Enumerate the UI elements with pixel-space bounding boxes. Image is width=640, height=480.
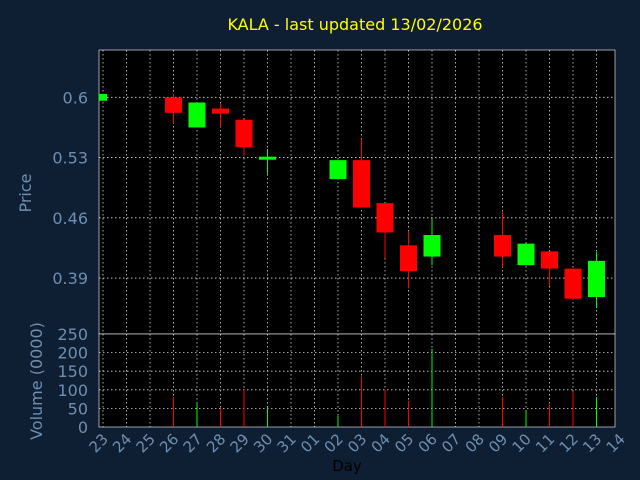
volume-y-tick-label: 100 bbox=[57, 381, 88, 400]
price-y-tick-label: 0.46 bbox=[52, 209, 88, 228]
price-y-tick-labels: 0.6 0.53 0.46 0.39 bbox=[52, 88, 88, 288]
candle-10 bbox=[517, 243, 535, 266]
candle-body bbox=[588, 260, 605, 297]
x-tick-label: 02 bbox=[321, 430, 347, 456]
candle-23 bbox=[99, 93, 107, 101]
x-tick-label: 10 bbox=[509, 430, 535, 456]
x-tick-label: 14 bbox=[603, 430, 629, 456]
x-tick-label: 05 bbox=[391, 430, 417, 456]
candle-02 bbox=[329, 160, 347, 180]
candle-03 bbox=[353, 138, 370, 208]
candle-body bbox=[259, 156, 276, 160]
x-axis-label: Day bbox=[332, 457, 362, 475]
candle-body bbox=[235, 119, 253, 148]
candle-04 bbox=[376, 203, 394, 259]
candle-26 bbox=[165, 93, 182, 124]
x-tick-label: 06 bbox=[415, 430, 441, 456]
x-tick-label: 09 bbox=[485, 430, 511, 456]
candle-06 bbox=[423, 219, 441, 266]
x-tick-label: 28 bbox=[203, 430, 229, 456]
x-tick-label: 26 bbox=[156, 430, 182, 456]
candles bbox=[99, 93, 605, 309]
candle-30 bbox=[259, 148, 276, 174]
x-tick-label: 24 bbox=[109, 430, 135, 456]
volume-y-tick-label: 150 bbox=[57, 362, 88, 381]
x-tick-label: 30 bbox=[250, 430, 276, 456]
volume-y-tick-label: 0 bbox=[78, 418, 88, 437]
x-tick-label: 08 bbox=[462, 430, 488, 456]
volume-bars bbox=[173, 348, 597, 427]
x-tick-label: 04 bbox=[368, 430, 394, 456]
volume-panel-background bbox=[98, 333, 616, 428]
candle-11 bbox=[541, 251, 558, 286]
candle-28 bbox=[212, 104, 229, 127]
volume-y-tick-label: 250 bbox=[57, 325, 88, 344]
x-tick-label: 07 bbox=[438, 430, 464, 456]
candle-29 bbox=[235, 119, 253, 156]
candle-body bbox=[541, 251, 558, 269]
x-tick-label: 25 bbox=[133, 430, 159, 456]
candle-body bbox=[494, 235, 511, 257]
volume-y-tick-label: 50 bbox=[68, 399, 88, 418]
x-tick-label: 11 bbox=[532, 430, 558, 456]
price-axis-label: Price bbox=[16, 173, 35, 212]
candle-13 bbox=[588, 252, 605, 309]
volume-axis-label: Volume (0000) bbox=[27, 322, 46, 440]
candle-body bbox=[99, 93, 107, 101]
candle-09 bbox=[494, 212, 511, 267]
x-tick-label: 23 bbox=[86, 430, 112, 456]
candle-body bbox=[329, 160, 347, 180]
candle-body bbox=[517, 243, 535, 266]
candle-body bbox=[423, 235, 441, 257]
price-y-tick-label: 0.6 bbox=[63, 88, 88, 107]
candle-body bbox=[400, 245, 417, 272]
volume-y-tick-label: 200 bbox=[57, 344, 88, 363]
x-tick-label: 03 bbox=[344, 430, 370, 456]
x-tick-labels: 2324252627282930310102030405060708091011… bbox=[86, 430, 629, 456]
x-tick-label: 01 bbox=[297, 430, 323, 456]
candle-body bbox=[165, 97, 182, 113]
candle-12 bbox=[564, 268, 582, 299]
candle-body bbox=[376, 203, 394, 233]
price-y-tick-label: 0.39 bbox=[52, 269, 88, 288]
x-tick-label: 27 bbox=[180, 430, 206, 456]
candle-body bbox=[188, 102, 206, 128]
price-y-tick-label: 0.53 bbox=[52, 149, 88, 168]
candle-body bbox=[353, 160, 370, 208]
x-tick-label: 13 bbox=[579, 430, 605, 456]
x-tick-label: 29 bbox=[227, 430, 253, 456]
candle-body bbox=[564, 268, 582, 299]
candle-05 bbox=[400, 230, 417, 289]
x-tick-label: 12 bbox=[556, 430, 582, 456]
chart-title: KALA - last updated 13/02/2026 bbox=[227, 15, 482, 34]
candle-body bbox=[212, 108, 229, 114]
candle-27 bbox=[188, 102, 206, 128]
x-tick-label: 31 bbox=[274, 430, 300, 456]
